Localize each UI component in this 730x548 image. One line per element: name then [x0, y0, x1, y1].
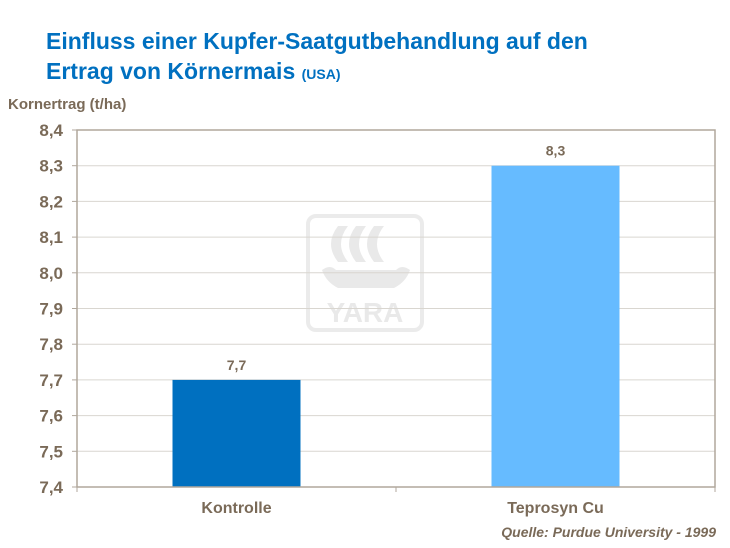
- y-axis-label: Kornertrag (t/ha): [8, 96, 127, 113]
- data-label: 8,3: [546, 143, 566, 159]
- y-tick-label: 8,2: [39, 192, 63, 211]
- y-tick-label: 7,9: [39, 300, 63, 319]
- x-tick-label: Teprosyn Cu: [507, 500, 604, 517]
- y-tick-label: 7,7: [39, 371, 63, 390]
- y-tick-label: 7,5: [39, 442, 63, 461]
- y-tick-label: 7,4: [39, 478, 63, 497]
- watermark-text: YARA: [327, 297, 404, 328]
- y-tick-label: 8,3: [39, 157, 63, 176]
- title-suffix: (USA): [301, 66, 341, 82]
- title-line-2: Ertrag von Körnermais: [46, 58, 296, 84]
- bar-teprosyn-cu: [491, 165, 620, 487]
- y-tick-label: 8,4: [39, 121, 63, 140]
- y-tick-label: 8,0: [39, 264, 63, 283]
- chart-title: Einfluss einer Kupfer-Saatgutbehandlung …: [46, 26, 588, 89]
- title-line-1: Einfluss einer Kupfer-Saatgutbehandlung …: [46, 28, 588, 54]
- data-label: 7,7: [227, 357, 247, 373]
- x-tick-label: Kontrolle: [201, 500, 271, 517]
- y-tick-label: 7,8: [39, 335, 63, 354]
- y-tick-label: 7,6: [39, 407, 63, 426]
- y-tick-label: 8,1: [39, 228, 63, 247]
- source-note: Quelle: Purdue University - 1999: [501, 524, 716, 540]
- bar-kontrolle: [172, 379, 301, 487]
- title-line-2-wrap: Ertrag von Körnermais (USA): [46, 56, 588, 89]
